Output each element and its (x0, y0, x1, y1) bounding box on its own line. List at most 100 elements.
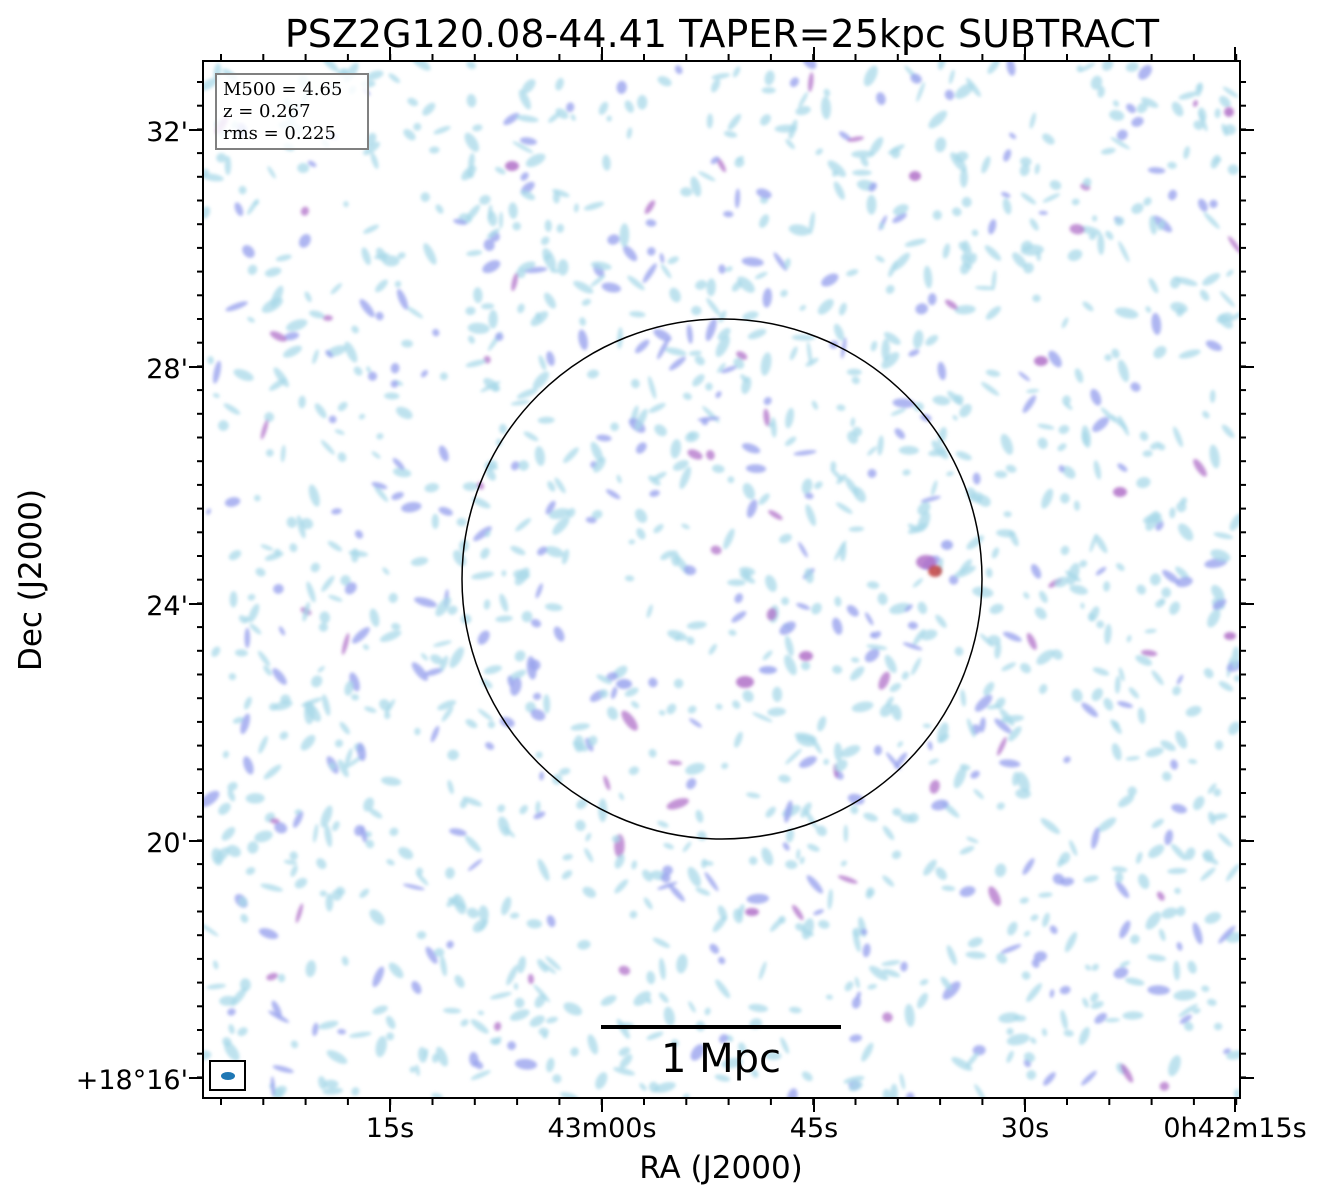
noise-blob (1036, 251, 1041, 262)
noise-blob (466, 907, 479, 919)
noise-blob (764, 70, 775, 86)
noise-blob (279, 731, 289, 740)
noise-blob (1069, 224, 1085, 235)
noise-blob (307, 160, 317, 168)
noise-blob (487, 210, 498, 227)
noise-blob (423, 1048, 429, 1059)
noise-blob (718, 264, 726, 274)
noise-blob (340, 575, 351, 586)
noise-blob (852, 929, 861, 953)
noise-blob (435, 597, 452, 617)
noise-blob (305, 960, 316, 978)
noise-blob (907, 621, 918, 630)
noise-blob (834, 759, 848, 772)
noise-blob (821, 273, 839, 287)
noise-blob (211, 646, 221, 657)
noise-blob (583, 201, 605, 211)
noise-blob (392, 458, 405, 470)
noise-blob (681, 523, 690, 530)
noise-blob (1170, 759, 1178, 770)
noise-blob (689, 718, 702, 728)
noise-blob (343, 201, 349, 208)
noise-blob (462, 482, 479, 491)
noise-blob (834, 742, 843, 762)
noise-blob (900, 961, 908, 972)
noise-blob (931, 799, 949, 811)
noise-blob (344, 680, 354, 696)
noise-blob (882, 825, 895, 841)
noise-blob (331, 508, 342, 515)
noise-blob (688, 350, 702, 356)
noise-blob (1049, 180, 1062, 190)
noise-blob (1063, 1029, 1074, 1037)
noise-blob (796, 734, 816, 747)
noise-blob (613, 1067, 636, 1076)
noise-blob (658, 710, 666, 716)
noise-blob (1036, 649, 1055, 665)
noise-blob (535, 751, 543, 759)
noise-blob (1060, 545, 1070, 556)
noise-blob (832, 617, 843, 635)
noise-blob (1115, 307, 1139, 319)
noise-blob (411, 980, 422, 995)
noise-blob (1171, 101, 1184, 117)
noise-blob (573, 280, 594, 294)
noise-blob (416, 931, 427, 940)
noise-blob (1103, 697, 1114, 711)
noise-blob (556, 223, 565, 233)
noise-blob (761, 847, 774, 866)
noise-blob (440, 955, 447, 977)
noise-blob (471, 497, 491, 509)
noise-blob (501, 896, 512, 916)
emission-source (759, 666, 777, 674)
noise-blob (998, 1012, 1020, 1023)
noise-blob (218, 420, 229, 431)
noise-blob (629, 311, 646, 318)
noise-blob (322, 315, 333, 321)
noise-blob (631, 378, 640, 389)
noise-blob (737, 276, 755, 293)
noise-blob (995, 863, 1007, 878)
noise-blob (932, 395, 951, 406)
noise-blob (1084, 964, 1092, 971)
noise-blob (472, 124, 483, 132)
noise-blob (1157, 220, 1166, 231)
noise-blob (996, 802, 1005, 810)
noise-blob (1114, 675, 1121, 694)
noise-blob (882, 968, 901, 978)
image-panel-background (203, 61, 1240, 1098)
noise-blob (1064, 931, 1078, 953)
noise-blob (275, 254, 292, 262)
x-tick-label: 43m00s (547, 1113, 656, 1144)
noise-blob (295, 903, 304, 923)
noise-blob (687, 449, 703, 460)
noise-blob (991, 547, 1000, 559)
noise-blob (540, 236, 550, 246)
noise-blob (530, 618, 542, 628)
noise-blob (554, 477, 566, 494)
noise-blob (497, 804, 506, 813)
noise-blob (411, 662, 429, 681)
noise-blob (243, 616, 250, 623)
noise-blob (610, 686, 618, 699)
noise-blob (1117, 463, 1128, 472)
noise-blob (1079, 1027, 1090, 1045)
noise-blob (289, 543, 298, 553)
noise-blob (731, 611, 747, 623)
noise-blob (801, 478, 813, 495)
noise-blob (670, 439, 682, 459)
noise-blob (736, 351, 748, 360)
noise-blob (325, 350, 334, 358)
noise-blob (228, 673, 237, 681)
noise-blob (216, 153, 227, 163)
noise-blob (364, 706, 377, 713)
noise-blob (716, 157, 726, 173)
noise-blob (863, 812, 878, 822)
noise-blob (283, 345, 302, 358)
info-redshift: z = 0.267 (223, 101, 311, 122)
noise-blob (728, 629, 737, 636)
noise-blob (1213, 532, 1233, 540)
noise-blob (566, 102, 575, 113)
noise-blob (1198, 198, 1208, 212)
noise-blob (1038, 210, 1048, 215)
